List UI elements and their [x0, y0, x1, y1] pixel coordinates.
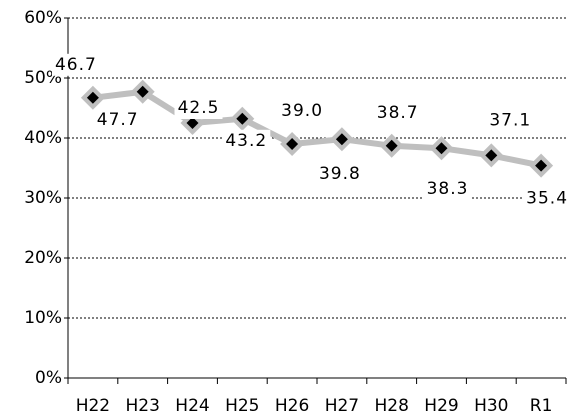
value-label-bg: [51, 53, 100, 76]
x-tick-label: H23: [125, 396, 159, 416]
y-tick-label: 10%: [24, 308, 62, 328]
y-tick-label: 0%: [35, 368, 62, 388]
marker-core: [136, 85, 149, 98]
line: [92, 88, 542, 169]
value-label-bg: [278, 100, 327, 122]
value-label: 35.4: [526, 189, 568, 209]
marker-core: [535, 159, 548, 172]
x-tick-label: H30: [474, 396, 508, 416]
marker-core: [186, 117, 199, 129]
x-tick-label: H22: [76, 396, 110, 416]
x-tick-label: H27: [325, 396, 359, 416]
x-tick-label: H26: [275, 396, 309, 416]
value-label: 38.7: [377, 103, 419, 123]
value-label: 39.8: [319, 164, 361, 184]
marker-core: [385, 139, 398, 152]
value-label: 46.7: [55, 55, 97, 75]
y-tick-label: 30%: [24, 188, 62, 208]
value-label: 38.3: [427, 179, 469, 199]
marker-core: [86, 91, 99, 104]
x-tick-label: R1: [530, 396, 553, 416]
value-label: 43.2: [225, 131, 267, 151]
marker-core: [435, 142, 448, 155]
x-tick-label: H25: [225, 396, 259, 416]
value-label: 42.5: [178, 98, 220, 118]
value-label: 37.1: [489, 110, 531, 130]
x-tick-label: H29: [424, 396, 458, 416]
value-label-bg: [174, 97, 223, 119]
value-label-bg: [486, 109, 535, 132]
marker-core: [286, 138, 299, 150]
marker-core: [335, 133, 348, 146]
value-label-bg: [373, 101, 422, 124]
value-label-bg: [222, 129, 271, 152]
value-label-bg: [523, 187, 572, 210]
y-tick-label: 60%: [24, 8, 62, 28]
y-tick-label: 20%: [24, 248, 62, 268]
value-label: 47.7: [97, 110, 139, 130]
value-label-bg: [93, 108, 142, 131]
value-label-bg: [423, 178, 472, 201]
marker-core: [485, 149, 498, 162]
y-tick-label: 40%: [24, 128, 62, 148]
marker-core: [236, 112, 249, 125]
value-label-bg: [315, 163, 364, 186]
x-tick-label: H24: [175, 396, 209, 416]
value-label: 39.0: [281, 101, 323, 121]
x-tick-label: H28: [374, 396, 408, 416]
